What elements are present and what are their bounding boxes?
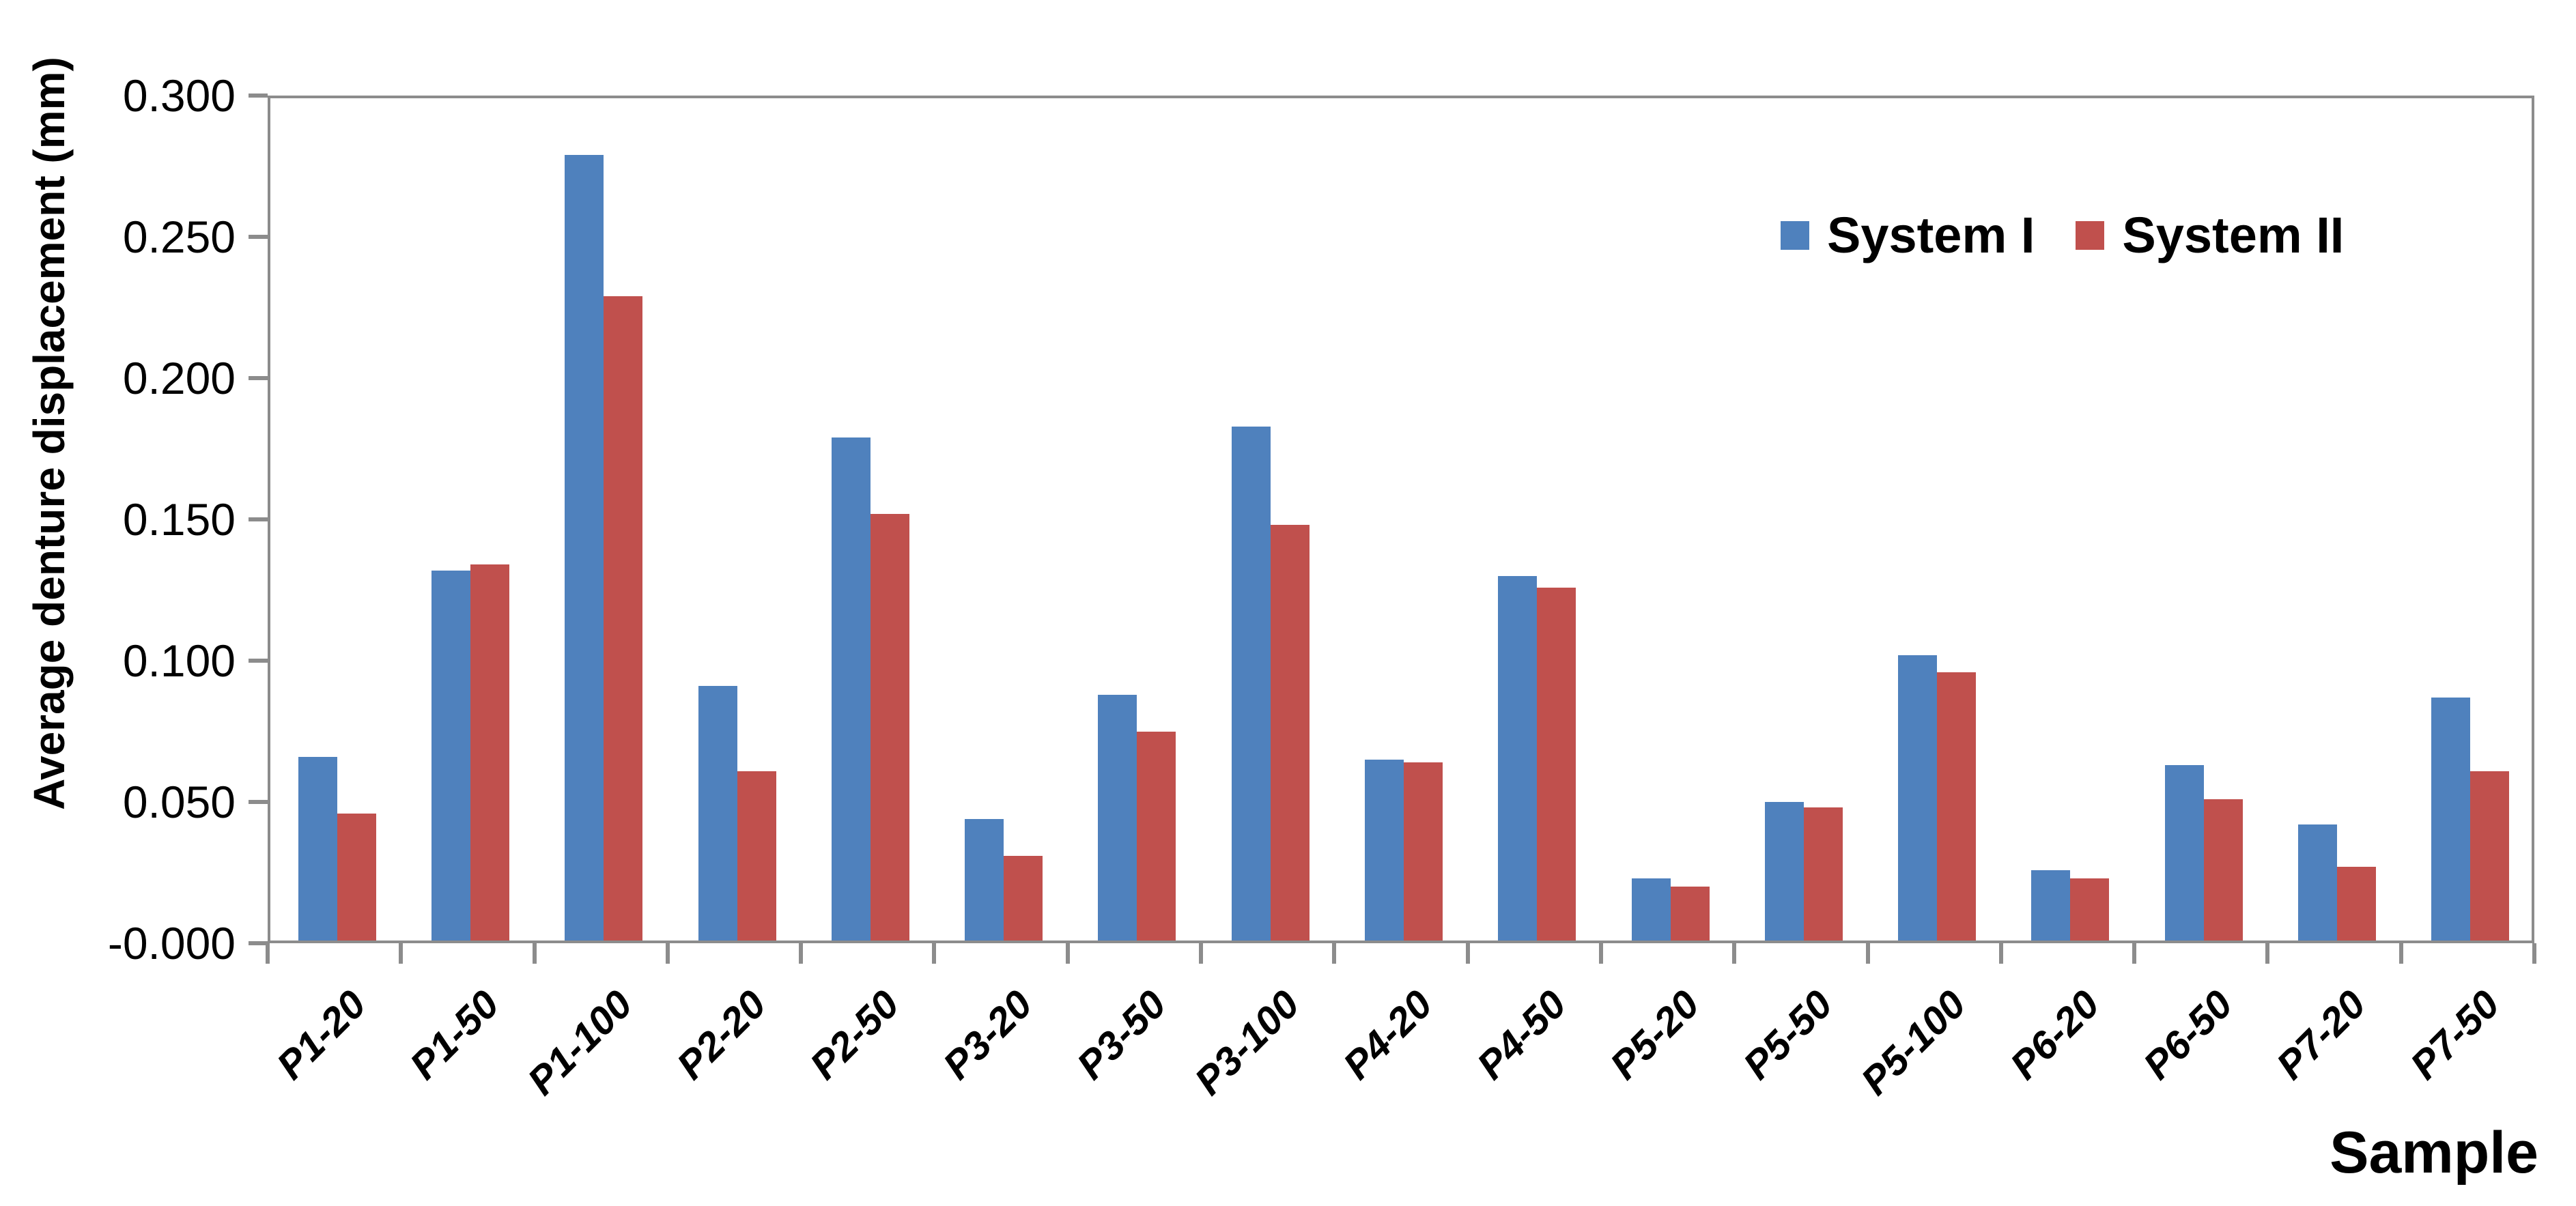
bar-system-i-p3-20 [965,818,1004,941]
x-tick-mark [532,943,537,964]
bars-layer [270,98,2532,941]
x-tick-mark [1199,943,1204,964]
x-category-label-p1-100: P1-100 [519,981,641,1104]
bar-system-ii-p4-50 [1537,587,1576,941]
x-category-label-p5-100: P5-100 [1852,981,1975,1104]
x-tick-mark [1065,943,1070,964]
bar-system-ii-p2-50 [870,513,909,941]
bar-system-i-p7-20 [2298,824,2338,941]
x-tick-mark [932,943,937,964]
y-tick-mark [249,376,268,380]
x-tick-mark [665,943,670,964]
bar-system-ii-p6-50 [2203,799,2243,941]
x-tick-mark [1598,943,1603,964]
bar-system-ii-p3-20 [1004,855,1043,941]
x-category-label-p2-50: P2-50 [802,981,908,1089]
y-tick-mark [249,659,268,663]
x-tick-mark [266,943,270,964]
x-tick-mark [2265,943,2270,964]
plot-area [268,96,2534,943]
x-category-label-p7-50: P7-50 [2401,981,2508,1089]
legend-label-system-ii: System II [2122,207,2345,263]
bar-system-i-p6-50 [2164,765,2204,941]
y-tick-label: 0.200 [122,353,236,403]
y-tick-label: 0.250 [122,212,236,262]
y-tick-label: 0.150 [122,494,236,545]
x-tick-mark [2132,943,2137,964]
bar-system-ii-p3-50 [1137,731,1176,941]
bar-system-ii-p5-50 [1803,807,1843,941]
x-category-label-p6-50: P6-50 [2135,981,2241,1089]
bar-system-i-p3-50 [1098,694,1137,941]
x-tick-mark [799,943,804,964]
bar-system-i-p7-50 [2431,697,2471,941]
y-tick-label: -0.000 [107,918,236,968]
bar-system-ii-p2-20 [737,771,776,941]
x-category-label-p5-20: P5-20 [1601,981,1708,1089]
x-tick-mark [2398,943,2403,964]
bar-system-i-p5-100 [1898,655,1938,941]
x-tick-mark [1998,943,2003,964]
legend: System I System II [1781,206,2344,264]
bar-system-ii-p1-100 [604,296,643,941]
bar-system-i-p1-20 [298,756,337,941]
system-i-swatch-icon [1781,220,1809,250]
y-tick-mark [249,800,268,804]
x-category-label-p4-20: P4-20 [1335,981,1441,1089]
x-category-label-p2-20: P2-20 [668,981,775,1089]
y-axis-title: Average denture displacement (mm) [25,57,74,810]
x-axis-title: Sample [2330,1120,2538,1186]
y-tick-label: 0.300 [122,70,236,121]
x-tick-mark [1732,943,1737,964]
x-category-label-p3-20: P3-20 [935,981,1041,1089]
bar-system-i-p3-100 [1231,426,1271,941]
x-category-label-p7-20: P7-20 [2268,981,2375,1089]
bar-system-ii-p6-20 [2070,878,2110,941]
bar-system-i-p6-20 [2031,870,2071,941]
x-category-label-p3-100: P3-100 [1186,981,1308,1104]
bar-system-ii-p5-100 [1937,672,1977,941]
legend-item-system-i: System I [1781,206,2035,264]
y-tick-mark [249,235,268,239]
bar-system-i-p5-20 [1631,878,1671,941]
x-category-label-p1-50: P1-50 [401,981,508,1089]
bar-system-ii-p1-20 [337,813,376,941]
bar-system-i-p5-50 [1764,802,1804,941]
legend-label-system-i: System I [1827,207,2035,263]
y-tick-label: 0.050 [122,777,236,827]
bar-system-ii-p3-100 [1270,525,1310,941]
bar-system-i-p2-20 [698,686,737,941]
x-category-label-p5-50: P5-50 [1735,981,1841,1089]
y-tick-mark [249,941,268,945]
y-tick-mark [249,517,268,521]
x-tick-mark [1332,943,1337,964]
system-ii-swatch-icon [2076,220,2105,250]
bar-system-i-p4-50 [1498,575,1538,941]
x-tick-mark [1465,943,1470,964]
x-category-label-p3-50: P3-50 [1068,981,1175,1089]
x-tick-mark [1865,943,1870,964]
x-category-label-p6-20: P6-20 [2001,981,2108,1089]
bar-system-ii-p5-20 [1670,887,1710,941]
bar-system-ii-p4-20 [1404,762,1443,941]
bar-system-i-p1-100 [565,155,604,941]
bar-system-i-p1-50 [431,570,470,941]
y-tick-mark [249,94,268,98]
bar-system-i-p2-50 [831,437,871,941]
y-tick-label: 0.100 [122,635,236,686]
bar-system-ii-p7-20 [2337,867,2377,941]
x-tick-mark [399,943,404,964]
x-category-label-p4-50: P4-50 [1468,981,1574,1089]
legend-item-system-ii: System II [2076,206,2344,264]
x-category-label-p1-20: P1-20 [268,981,375,1089]
bar-system-ii-p7-50 [2470,771,2510,941]
bar-system-i-p4-20 [1365,760,1404,941]
bar-system-ii-p1-50 [470,564,509,941]
x-tick-mark [2532,943,2536,964]
